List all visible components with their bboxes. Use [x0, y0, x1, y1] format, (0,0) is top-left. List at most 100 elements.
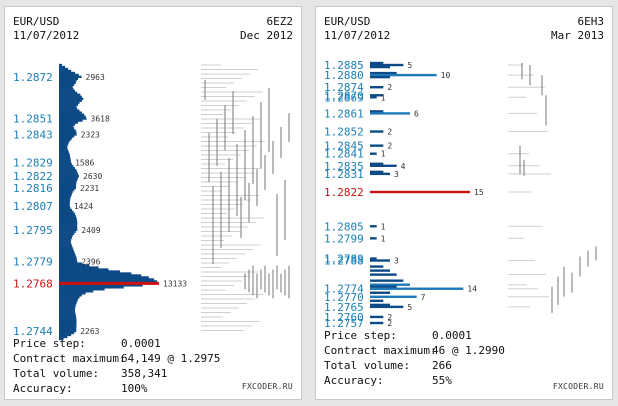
volume-bar [59, 179, 78, 182]
volume-bar [59, 286, 124, 289]
volume-bar [59, 181, 77, 184]
volume-bar [59, 242, 72, 245]
price-level-label: 1.2852 [324, 126, 364, 139]
volume-bar [59, 316, 77, 319]
pair-label: EUR/USD [13, 15, 60, 28]
contract-panel-6eh3: EUR/USD 6EH3 11/07/2012 Mar 2013 1.2885 1… [315, 6, 613, 400]
price-level-label: 1.2788 [324, 255, 364, 268]
volume-bar [59, 335, 68, 339]
volume-bar [59, 99, 82, 102]
volume-bar [59, 119, 83, 122]
volume-bar [59, 296, 80, 299]
date-label: 11/07/2012 [13, 29, 80, 42]
price-level-label: 1.2870 [324, 89, 364, 102]
stat-value-price-step: 0.0001 [121, 337, 161, 350]
volume-bar [59, 85, 73, 88]
volume-bar [59, 321, 77, 325]
volume-value-label: 2 [387, 128, 392, 137]
volume-value-label: 3618 [91, 115, 110, 124]
volume-value-label: 5 [407, 303, 412, 312]
volume-value-label: 5 [407, 61, 412, 70]
volume-bar [370, 112, 410, 115]
volume-value-label: 2630 [83, 172, 102, 181]
volume-bar [59, 161, 72, 164]
stat-value-contract-max: 64,149 @ 1.2975 [121, 352, 221, 365]
price-level-label: 1.2760 [324, 311, 364, 324]
volume-bar [59, 149, 69, 152]
volume-bar [59, 327, 77, 331]
volume-bar [59, 147, 68, 150]
volume-bar [59, 63, 63, 67]
price-level-label: 1.2835 [324, 160, 364, 173]
volume-bar [59, 115, 86, 118]
price-level-label: 1.2869 [324, 91, 364, 104]
volume-bar [59, 206, 71, 210]
volume-bar [59, 224, 78, 227]
volume-bar [59, 216, 77, 220]
stats-block: Price step: 0.0001 Contract maximum: 64,… [13, 337, 293, 397]
volume-value-label: 2 [387, 319, 392, 328]
stat-label-contract-max: Contract maximum: [324, 344, 437, 357]
volume-bar [370, 273, 397, 276]
volume-bar [59, 65, 66, 69]
price-level-label: 1.2779 [13, 256, 53, 269]
volume-bar [59, 264, 90, 267]
volume-bar [59, 200, 70, 204]
volume-bar [59, 175, 80, 178]
price-level-label: 1.2768 [13, 277, 53, 290]
volume-bar [370, 170, 384, 174]
stat-value-price-step: 0.0001 [432, 329, 472, 342]
volume-bar [59, 139, 71, 142]
volume-bar [59, 89, 75, 92]
contract-panel-6ez2: EUR/USD 6EZ2 11/07/2012 Dec 2012 1.2872 1… [4, 6, 302, 400]
volume-value-label: 2963 [86, 73, 105, 82]
volume-bar [370, 130, 384, 133]
volume-bar [59, 141, 69, 144]
volume-bar [59, 288, 105, 291]
brand-watermark: FXCODER.RU [552, 382, 604, 391]
stat-value-total-volume: 266 [432, 359, 452, 372]
price-level-label: 1.2774 [324, 283, 364, 296]
volume-bar [370, 265, 384, 268]
stat-value-contract-max: 46 @ 1.2990 [432, 344, 505, 357]
volume-bar [59, 125, 74, 128]
volume-bar [370, 321, 384, 325]
volume-bar [59, 194, 72, 198]
volume-bar [370, 299, 384, 303]
highlight-bar [370, 190, 470, 194]
volume-bar [59, 333, 72, 337]
volume-bar [59, 188, 75, 192]
volume-bar [59, 212, 75, 216]
volume-bar [59, 318, 77, 321]
volume-bar [59, 129, 76, 132]
volume-bar [59, 276, 149, 279]
volume-bar [59, 306, 76, 309]
volume-bar [370, 315, 384, 319]
volume-bar [370, 86, 384, 89]
volume-bar [59, 236, 72, 239]
volume-bar [59, 167, 75, 170]
price-level-label: 1.2874 [324, 81, 364, 94]
volume-value-label: 7 [421, 293, 426, 302]
volume-bar [59, 192, 72, 196]
volume-bar [59, 230, 76, 233]
volume-bar [59, 71, 75, 75]
pair-label: EUR/USD [324, 15, 371, 28]
volume-bar [59, 69, 72, 73]
contract-month: Mar 2013 [551, 29, 604, 42]
stat-value-accuracy: 55% [432, 374, 452, 387]
contract-code: 6EZ2 [266, 15, 294, 28]
volume-bar [59, 218, 77, 222]
volume-bar [59, 278, 155, 281]
volume-bar [59, 280, 158, 283]
volume-bar [59, 173, 79, 176]
volume-bar [59, 67, 69, 71]
volume-bar [370, 303, 390, 307]
volume-bar [59, 145, 68, 148]
volume-bar [59, 323, 77, 327]
volume-value-label: 2 [387, 83, 392, 92]
volume-bar [59, 137, 72, 140]
price-level-label: 1.2795 [13, 224, 53, 237]
volume-bar [59, 155, 71, 158]
highlight-bar [59, 281, 159, 285]
